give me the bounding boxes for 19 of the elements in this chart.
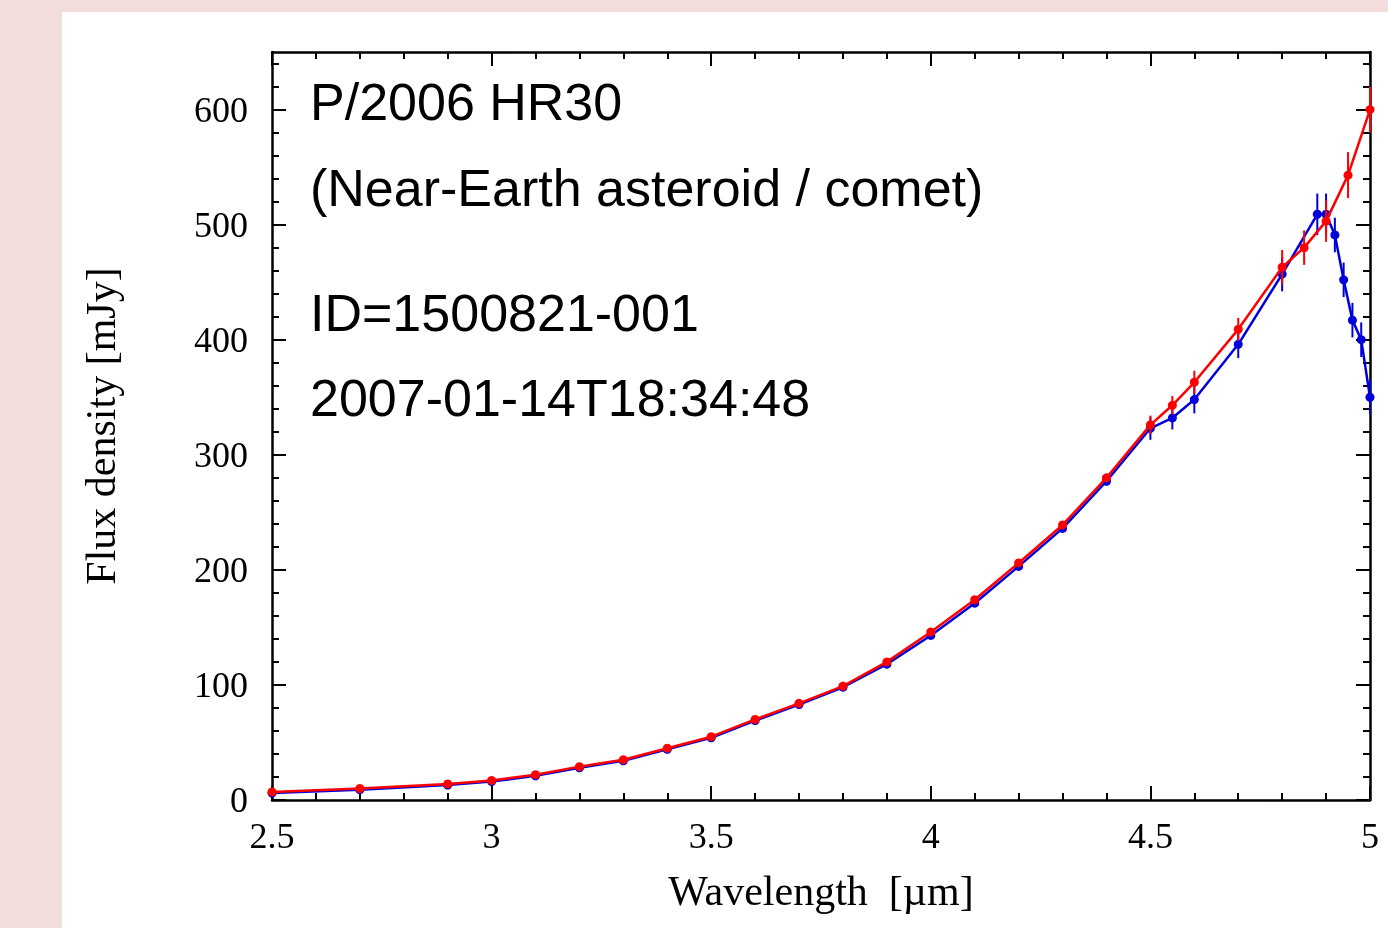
y-tick-label: 400 [194,319,248,360]
y-tick-label: 100 [194,664,248,705]
x-tick-label: 3.5 [688,816,734,856]
x-tick-label: 3 [482,816,501,856]
y-tick-label: 500 [194,204,248,245]
y-tick-label: 300 [194,434,248,475]
annotation: (Near-Earth asteroid / comet) [310,159,984,217]
y-axis-title: Flux density [mJy] [78,267,124,585]
annotation: ID=1500821-001 [310,284,699,342]
y-tick-label: 600 [194,89,248,130]
annotation: 2007-01-14T18:34:48 [310,369,811,427]
x-axis-title: Wavelength [µm] [668,868,974,914]
x-tick-label: 4 [921,816,940,856]
y-tick-label: 200 [194,549,248,590]
x-tick-label: 2.5 [249,816,295,856]
x-tick-label: 5 [1361,816,1379,856]
x-tick-label: 4.5 [1127,816,1173,856]
y-tick-label: 0 [230,780,248,820]
annotation: P/2006 HR30 [310,73,623,131]
